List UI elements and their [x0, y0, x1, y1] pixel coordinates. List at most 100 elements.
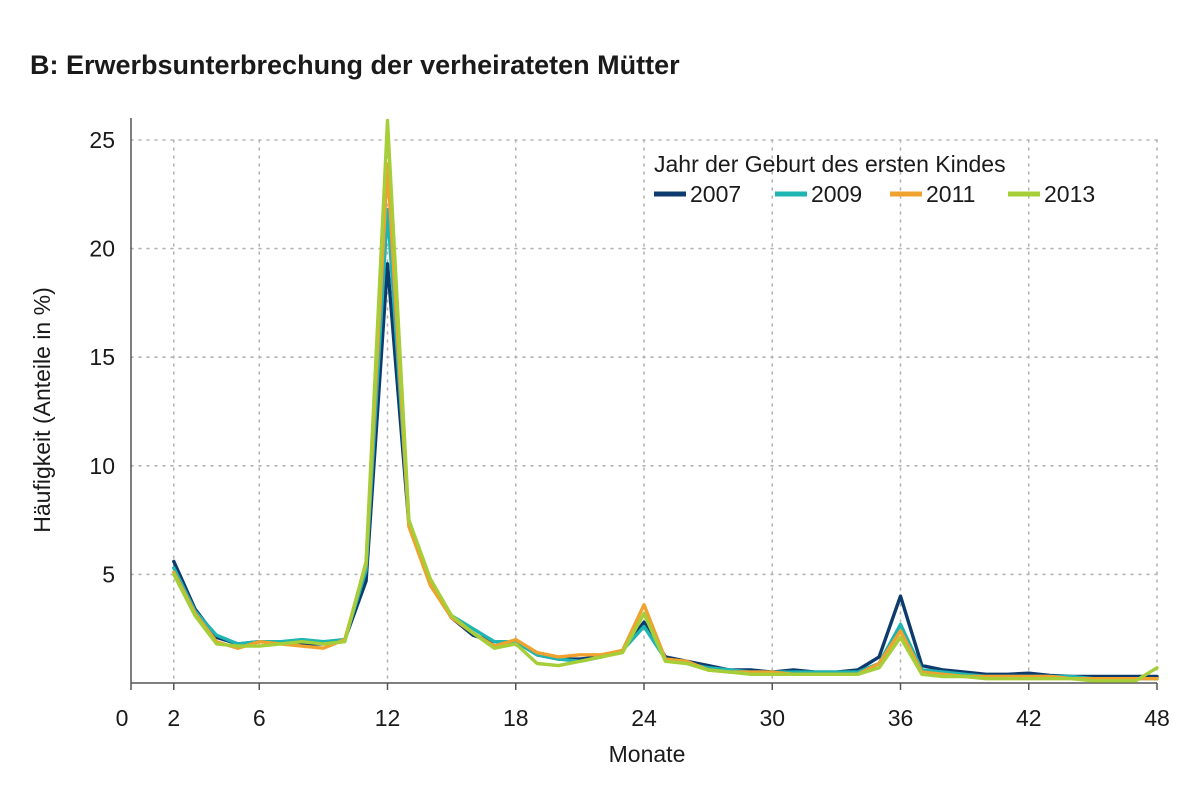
data-point-2013: [386, 119, 389, 122]
data-point-2013: [899, 636, 902, 639]
data-point-2011: [514, 638, 517, 641]
y-tick-label: 15: [89, 344, 115, 370]
y-tick-label: 10: [89, 453, 115, 479]
data-point-2013: [429, 577, 432, 580]
legend-label-2013: 2013: [1044, 181, 1095, 207]
data-point-2013: [706, 668, 710, 672]
x-tick-label: 24: [631, 705, 657, 731]
y-tick-label: 20: [89, 236, 115, 262]
data-series: [172, 118, 1159, 683]
x-tick-label: 36: [888, 705, 914, 731]
data-point-2013: [1048, 677, 1052, 680]
data-point-2013: [685, 662, 688, 665]
data-point-2013: [642, 612, 646, 615]
data-point-2013: [172, 573, 175, 576]
data-point-2013: [1155, 666, 1159, 669]
data-point-2011: [258, 640, 261, 643]
data-point-2013: [364, 560, 368, 563]
series-line-2011: [172, 162, 1159, 681]
data-point-2013: [856, 673, 859, 676]
data-point-2013: [984, 677, 988, 680]
data-point-2007: [899, 594, 902, 598]
legend: Jahr der Geburt des ersten Kindes 2007 200…: [654, 151, 1095, 207]
x-tick-label: 6: [253, 705, 266, 731]
data-point-2013: [771, 673, 774, 676]
data-point-2013: [578, 660, 582, 663]
axes: 5 10 15 20 25 0 2 6 12 18 24 30 36 42 48 Monate Häufigke…: [29, 118, 1170, 767]
data-point-2011: [642, 603, 646, 606]
data-point-2009: [899, 623, 902, 626]
data-point-2009: [471, 627, 475, 630]
data-point-2013: [215, 642, 218, 646]
x-tick-label: 48: [1144, 705, 1170, 731]
data-point-2013: [450, 614, 453, 617]
series-line-2009: [172, 207, 1159, 681]
data-point-2013: [193, 614, 197, 617]
data-point-2009: [493, 640, 496, 643]
x-tick-label: 12: [375, 705, 401, 731]
x-tick-label: 42: [1016, 705, 1042, 731]
data-point-2013: [877, 666, 881, 669]
data-point-2013: [1027, 677, 1031, 680]
data-point-2007: [364, 579, 368, 583]
data-point-2007: [172, 560, 175, 563]
data-point-2009: [215, 634, 218, 637]
x-tick-label: 2: [167, 705, 180, 731]
data-point-2011: [578, 653, 582, 656]
data-point-2013: [471, 631, 475, 635]
x-axis-title: Monate: [609, 741, 686, 767]
data-point-2013: [621, 651, 624, 654]
data-point-2013: [813, 673, 817, 676]
data-point-2013: [322, 642, 325, 646]
data-point-2013: [728, 670, 731, 674]
series-line-2007: [172, 262, 1159, 679]
data-point-2013: [963, 675, 966, 678]
data-point-2013: [1134, 679, 1137, 682]
data-point-2013: [749, 673, 753, 676]
data-point-2013: [236, 644, 240, 648]
data-point-2009: [172, 566, 175, 570]
data-point-2007: [1027, 672, 1031, 675]
data-point-2007: [877, 655, 881, 659]
data-point-2013: [920, 673, 924, 676]
data-point-2011: [535, 651, 539, 654]
y-axis-title: Häufigkeit (Anteile in %): [29, 287, 55, 532]
x-tick-label: 0: [116, 705, 129, 731]
data-point-2007: [642, 621, 646, 624]
grid-lines: [130, 139, 1158, 684]
data-point-2011: [557, 655, 560, 659]
x-tick-label: 18: [503, 705, 529, 731]
data-point-2013: [792, 673, 795, 676]
legend-label-2007: 2007: [690, 181, 741, 207]
data-point-2009: [642, 625, 646, 628]
data-point-2013: [557, 664, 560, 667]
data-point-2011: [899, 629, 902, 633]
data-point-2013: [1070, 677, 1073, 680]
data-point-2011: [322, 647, 325, 650]
data-point-2013: [600, 655, 603, 659]
data-point-2013: [514, 642, 517, 646]
data-point-2013: [1091, 679, 1095, 682]
legend-label-2011: 2011: [926, 181, 975, 207]
data-point-2011: [429, 584, 432, 587]
legend-label-2009: 2009: [811, 181, 862, 207]
y-tick-label: 25: [89, 127, 115, 153]
x-tick-label: 30: [759, 705, 785, 731]
data-point-2013: [1006, 677, 1009, 680]
data-point-2013: [279, 642, 282, 646]
data-point-2013: [343, 640, 346, 643]
data-point-2013: [1113, 679, 1116, 682]
data-point-2013: [300, 640, 304, 643]
data-point-2009: [386, 208, 389, 211]
data-point-2013: [664, 660, 667, 663]
data-point-2013: [258, 644, 261, 648]
y-tick-label: 5: [102, 561, 115, 587]
series-line-2013: [172, 118, 1159, 683]
data-point-2011: [1155, 677, 1159, 680]
chart-title: B: Erwerbsunterbrechung der verheiratete…: [30, 50, 680, 80]
data-point-2013: [942, 675, 945, 678]
data-point-2013: [493, 647, 496, 650]
data-point-2013: [835, 673, 838, 676]
data-point-2011: [172, 571, 175, 574]
